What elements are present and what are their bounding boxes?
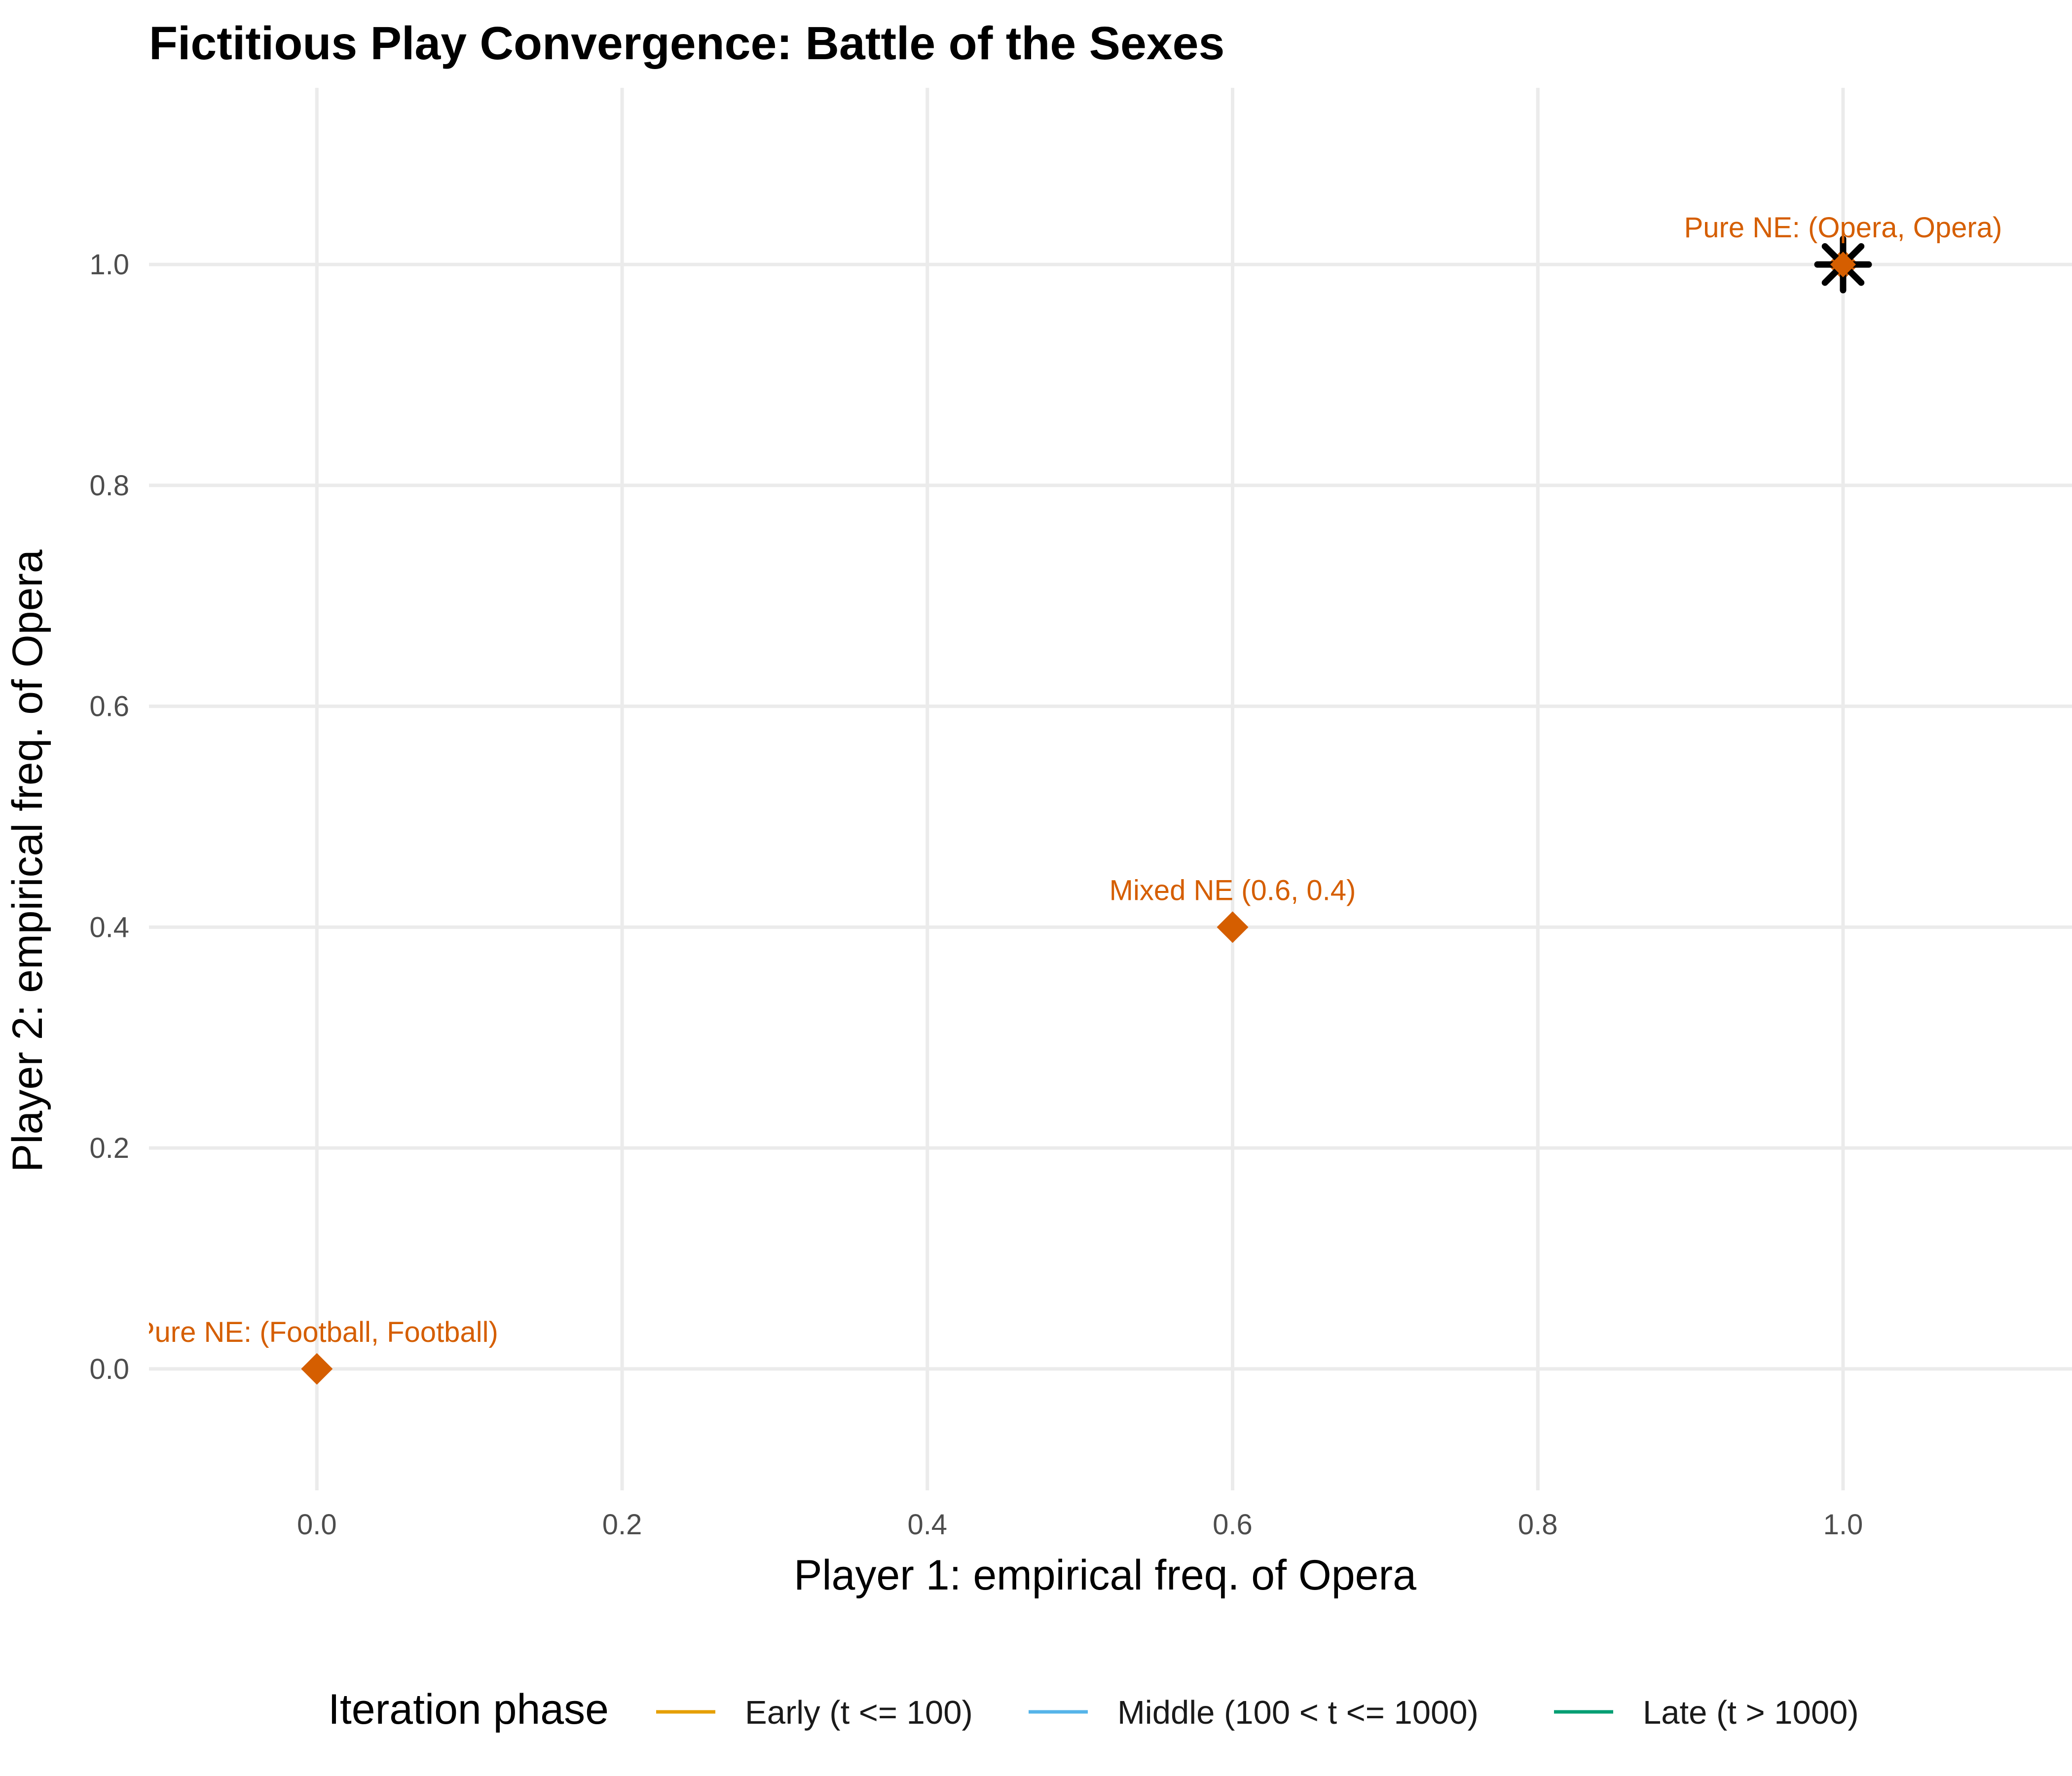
x-tick-label: 0.6: [1213, 1509, 1253, 1541]
x-tick-label: 0.8: [1518, 1509, 1558, 1541]
legend-title: Iteration phase: [328, 1686, 609, 1733]
y-axis-title: Player 2: empirical freq. of Opera: [4, 550, 51, 1172]
legend-label: Middle (100 < t <= 1000): [1117, 1694, 1479, 1731]
x-tick-label: 0.0: [297, 1509, 337, 1541]
equilibrium-label: Mixed NE (0.6, 0.4): [1110, 874, 1356, 906]
x-tick-label: 0.4: [907, 1509, 947, 1541]
y-tick-label: 0.4: [89, 911, 129, 943]
chart-title: Fictitious Play Convergence: Battle of t…: [149, 17, 1224, 70]
y-tick-label: 0.0: [89, 1353, 129, 1385]
x-tick-label: 1.0: [1823, 1509, 1863, 1541]
equilibrium-points: Pure NE: (Football, Football) Mixed NE (0…: [136, 212, 2002, 1385]
y-tick-labels: 0.0 0.2 0.4 0.6 0.8 1.0: [89, 249, 129, 1385]
y-tick-label: 1.0: [89, 249, 129, 281]
grid: [149, 88, 2072, 1490]
y-tick-label: 0.2: [89, 1132, 129, 1164]
final-point-marker: [1814, 235, 1872, 294]
y-tick-label: 0.6: [89, 691, 129, 723]
legend-label: Late (t > 1000): [1643, 1694, 1859, 1731]
equilibrium-marker: [301, 1353, 333, 1385]
legend-label: Early (t <= 100): [745, 1694, 973, 1731]
equilibrium-label: Pure NE: (Football, Football): [136, 1316, 498, 1348]
equilibrium-marker: [1217, 911, 1249, 943]
x-axis-title: Player 1: empirical freq. of Opera: [794, 1552, 1416, 1599]
legend: Iteration phase Early (t <= 100) Middle (…: [328, 1686, 1859, 1733]
equilibrium-label: Pure NE: (Opera, Opera): [1684, 212, 2002, 244]
y-tick-label: 0.8: [89, 470, 129, 502]
x-tick-labels: 0.0 0.2 0.4 0.6 0.8 1.0: [297, 1509, 1863, 1541]
x-tick-label: 0.2: [602, 1509, 642, 1541]
